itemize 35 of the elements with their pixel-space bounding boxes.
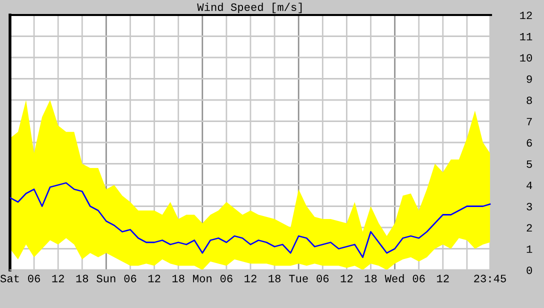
x-tick-label: 12 bbox=[437, 274, 449, 282]
x-tick-label: 12 bbox=[52, 274, 64, 282]
line-series bbox=[10, 182, 491, 258]
x-tick-label: 18 bbox=[76, 274, 88, 282]
y-tick-label: 5 bbox=[526, 160, 532, 168]
x-tick-label: 06 bbox=[316, 274, 329, 282]
x-tick-label: Sun bbox=[96, 274, 116, 282]
x-tick-label: 23:45 bbox=[474, 274, 506, 282]
x-tick-label: 06 bbox=[124, 274, 136, 282]
y-tick-label: 4 bbox=[526, 182, 532, 190]
x-tick-label: 12 bbox=[244, 274, 256, 282]
y-tick-label: 0 bbox=[526, 266, 532, 274]
y-tick-label: 8 bbox=[526, 96, 532, 104]
x-tick-label: 18 bbox=[364, 274, 377, 282]
x-tick-label: 12 bbox=[148, 274, 160, 282]
y-tick-label: 6 bbox=[526, 139, 532, 147]
x-tick-label: 06 bbox=[412, 274, 425, 282]
x-tick-label: 18 bbox=[172, 274, 184, 282]
x-tick-label: Mon bbox=[193, 274, 212, 282]
y-tick-label: 11 bbox=[520, 32, 532, 40]
x-tick-label: 06 bbox=[28, 274, 40, 282]
x-tick-label: 06 bbox=[220, 274, 232, 282]
y-tick-label: 12 bbox=[520, 12, 532, 20]
chart-title: Wind Speed [m/s] bbox=[197, 2, 302, 14]
y-tick-label: 2 bbox=[526, 224, 532, 232]
y-tick-label: 3 bbox=[526, 202, 532, 210]
x-tick-label: Sat bbox=[0, 274, 19, 282]
y-tick-label: 10 bbox=[520, 54, 532, 62]
x-tick-label: 18 bbox=[268, 274, 280, 282]
y-tick-label: 7 bbox=[526, 118, 532, 126]
y-tick-label: 9 bbox=[526, 75, 532, 83]
x-tick-label: 12 bbox=[340, 274, 353, 282]
x-tick-label: Wed bbox=[384, 274, 404, 282]
x-tick-label: Tue bbox=[289, 274, 308, 282]
y-tick-label: 1 bbox=[526, 245, 532, 253]
